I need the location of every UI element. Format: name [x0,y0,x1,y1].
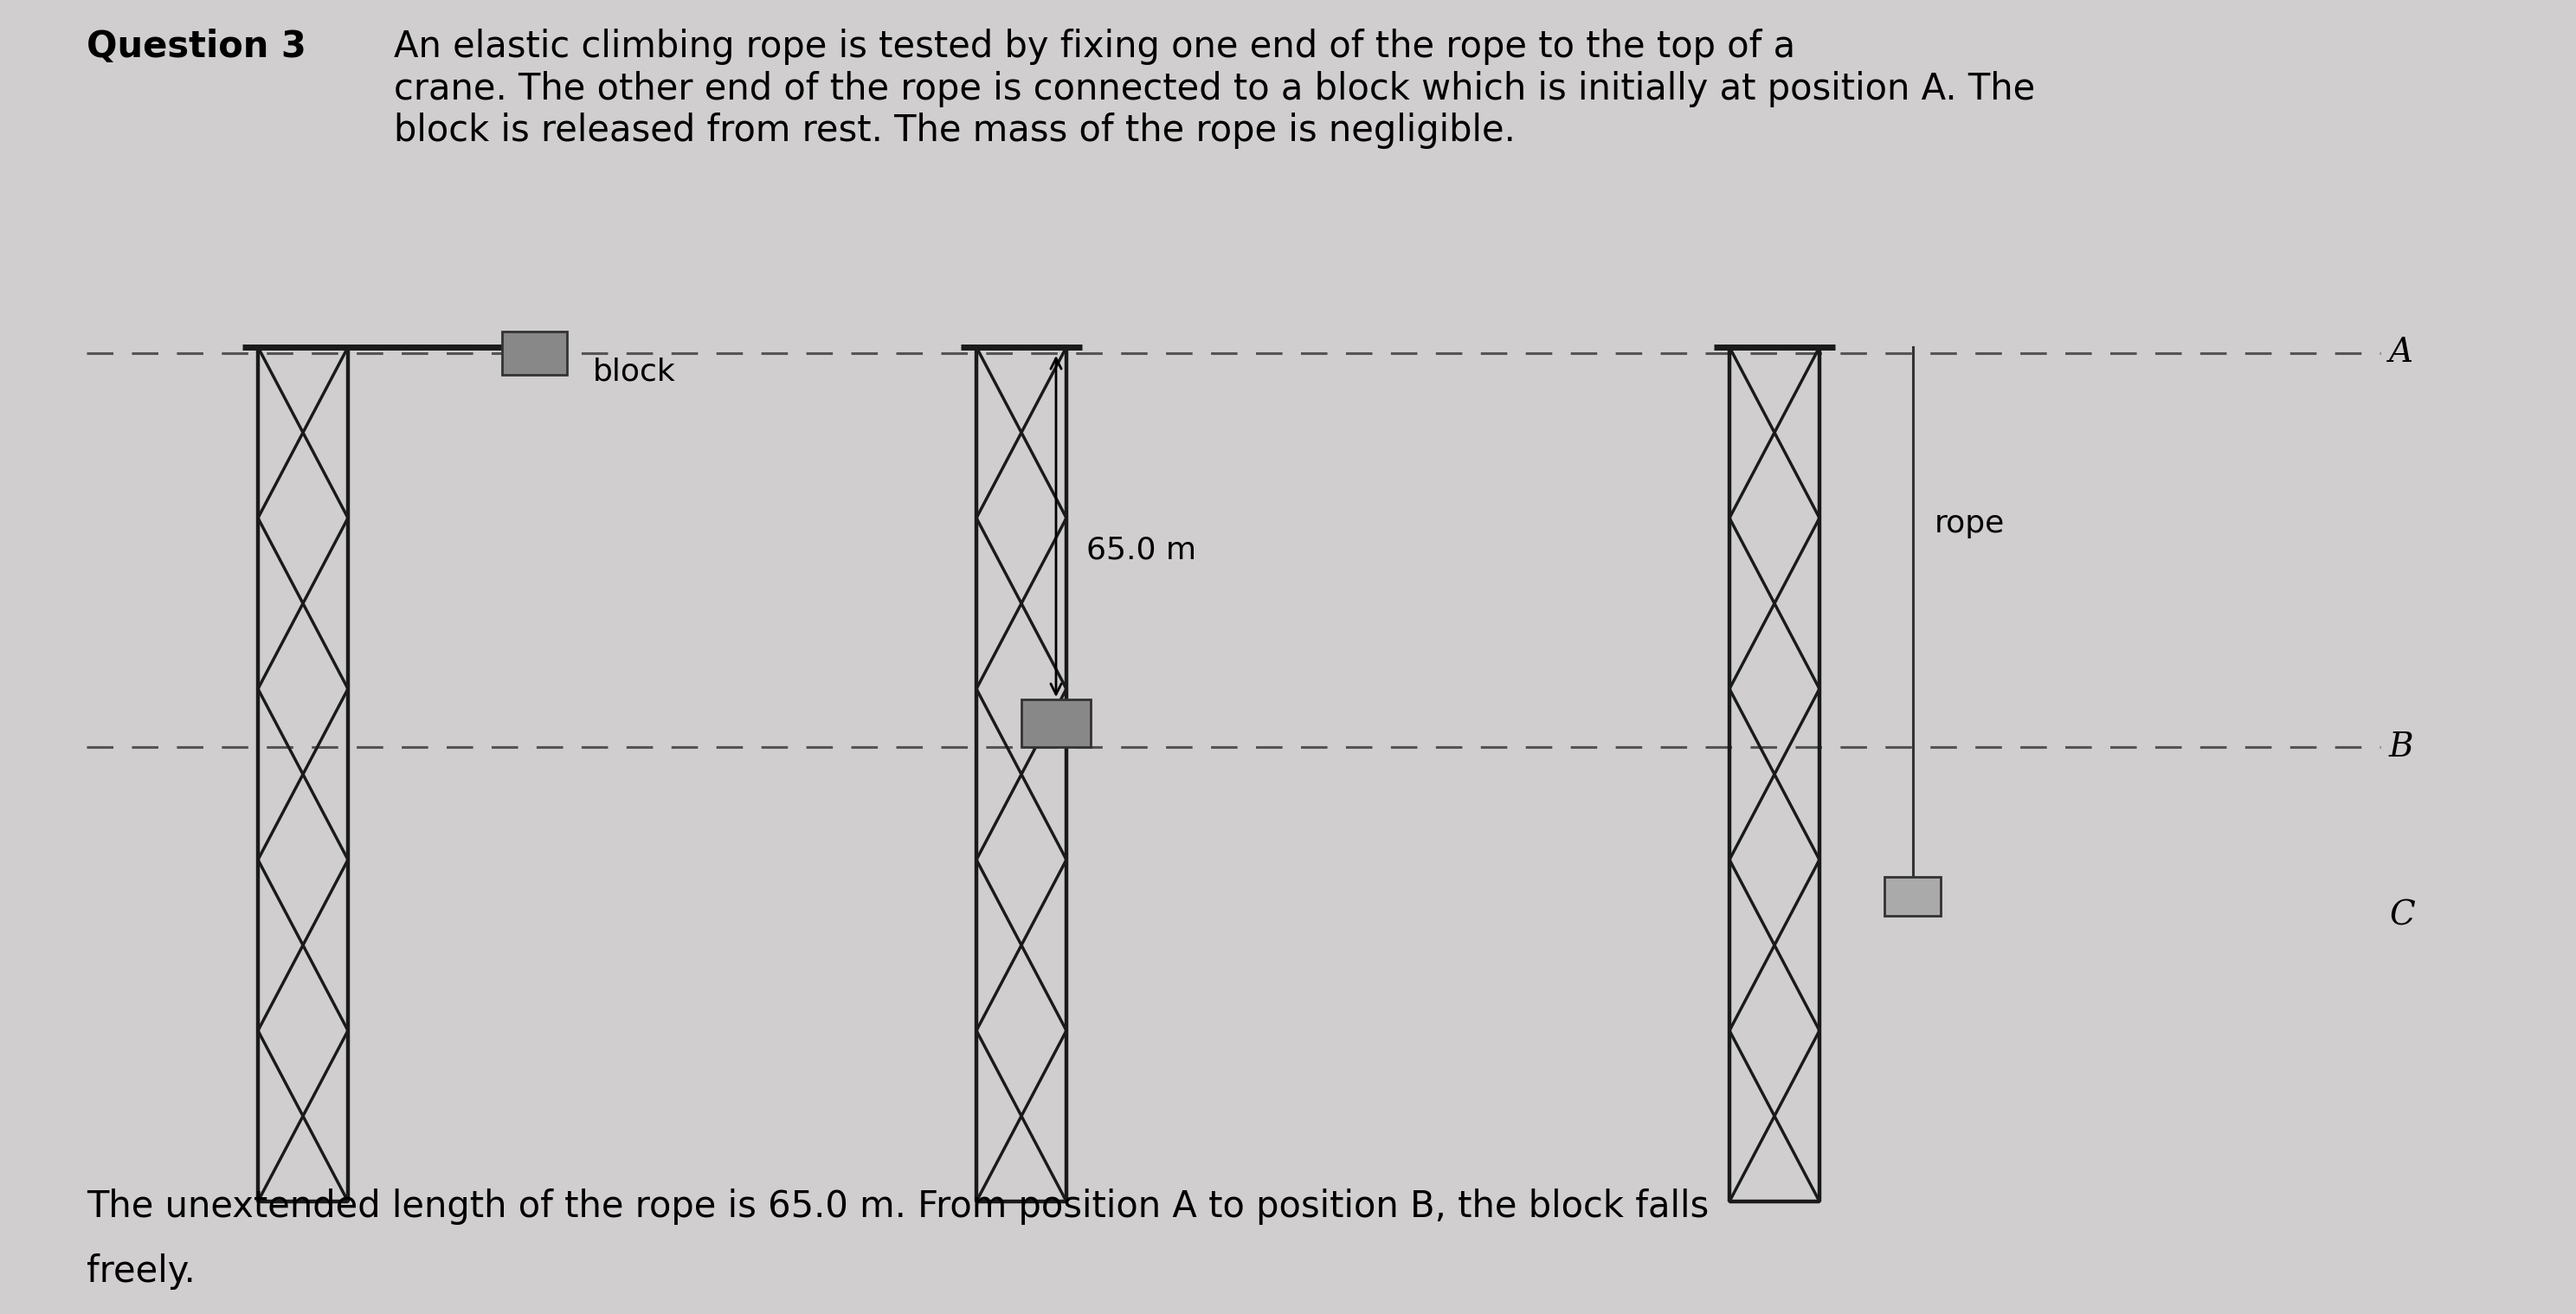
Text: rope: rope [1935,510,2004,539]
Text: C: C [2388,900,2414,932]
Bar [1886,876,1942,916]
Text: block: block [592,357,675,386]
Text: An elastic climbing rope is tested by fixing one end of the rope to the top of a: An elastic climbing rope is tested by fi… [394,29,2035,148]
Text: Question 3: Question 3 [88,29,319,64]
Text: 65.0 m: 65.0 m [1087,535,1195,565]
Text: A: A [2388,338,2414,369]
Bar [1023,699,1090,748]
Text: B: B [2388,731,2414,763]
Text: The unextended length of the rope is 65.0 m. From position A to position B, the : The unextended length of the rope is 65.… [88,1188,1708,1225]
Bar [502,331,567,374]
Text: freely.: freely. [88,1254,196,1290]
